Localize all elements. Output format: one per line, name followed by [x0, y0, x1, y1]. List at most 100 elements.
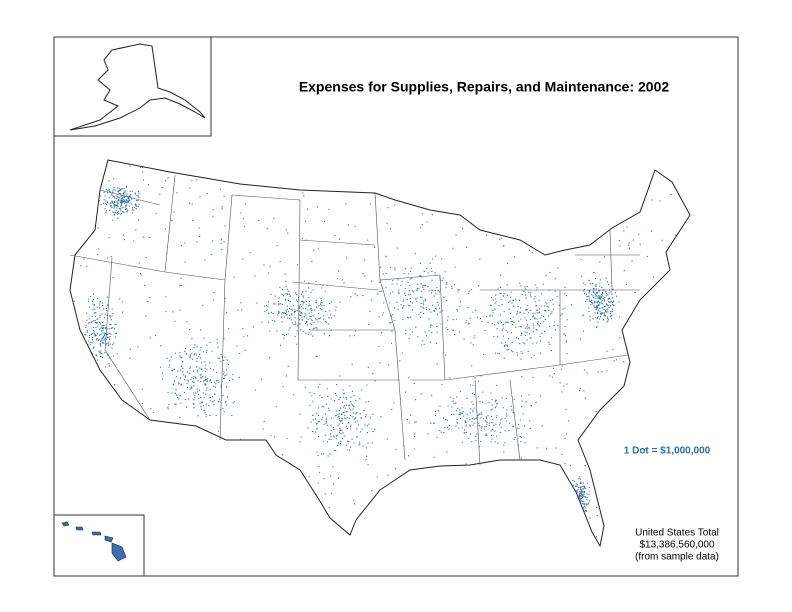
dot — [295, 310, 297, 312]
dot — [223, 359, 225, 361]
dot — [111, 308, 113, 310]
dot — [529, 327, 531, 329]
dot — [481, 413, 483, 415]
dot — [276, 245, 278, 247]
dot — [492, 418, 494, 420]
dot — [90, 321, 92, 323]
dot — [261, 321, 263, 323]
dot — [102, 305, 104, 307]
dot — [466, 418, 468, 420]
dot — [464, 420, 466, 422]
dot — [93, 346, 95, 348]
dot — [512, 426, 514, 428]
dot — [155, 212, 157, 214]
dot — [99, 304, 101, 306]
dot — [502, 335, 504, 337]
dot — [491, 408, 493, 410]
dot — [295, 292, 297, 294]
dot — [532, 331, 534, 333]
dot — [285, 293, 287, 295]
dot — [602, 303, 604, 305]
dot — [596, 292, 598, 294]
dot — [425, 299, 427, 301]
dot — [605, 290, 607, 292]
dot — [465, 422, 467, 424]
dot — [606, 321, 608, 323]
dot — [500, 274, 502, 276]
dot — [125, 199, 127, 201]
dot — [436, 331, 438, 333]
dot — [430, 292, 432, 294]
dot — [459, 391, 461, 393]
dot — [503, 345, 505, 347]
dot — [360, 417, 362, 419]
dot — [112, 190, 114, 192]
dot — [368, 423, 370, 425]
dot — [193, 392, 195, 394]
dot — [120, 188, 122, 190]
dot — [420, 283, 422, 285]
dot — [425, 307, 427, 309]
dot — [433, 422, 435, 424]
dot — [118, 213, 120, 215]
dot — [98, 328, 100, 330]
dot — [114, 336, 116, 338]
dot — [203, 409, 205, 411]
dot — [506, 295, 508, 297]
dot — [518, 427, 520, 429]
dot — [182, 361, 184, 363]
dot — [593, 271, 595, 273]
dot — [180, 369, 182, 371]
dot — [404, 288, 406, 290]
dot — [193, 346, 195, 348]
dot — [122, 200, 124, 202]
dot — [486, 421, 488, 423]
dot — [223, 241, 225, 243]
dot — [310, 318, 312, 320]
dot — [355, 399, 357, 401]
dot — [612, 288, 614, 290]
dot — [300, 436, 302, 438]
dot — [130, 197, 132, 199]
dot — [180, 277, 182, 279]
dot — [184, 378, 186, 380]
dot — [205, 378, 207, 380]
dot — [530, 291, 532, 293]
dot — [92, 293, 94, 295]
dot — [305, 290, 307, 292]
dot — [353, 412, 355, 414]
dot — [284, 273, 286, 275]
dot — [281, 312, 283, 314]
dot — [422, 286, 424, 288]
dot — [141, 403, 143, 405]
dot — [376, 476, 378, 478]
dot — [415, 421, 417, 423]
dot — [599, 298, 601, 300]
dot — [413, 383, 415, 385]
dot — [286, 311, 288, 313]
dot — [610, 305, 612, 307]
dot — [579, 491, 581, 493]
dot — [110, 206, 112, 208]
dot — [420, 311, 422, 313]
dot — [619, 245, 621, 247]
dot — [335, 450, 337, 452]
dot — [477, 414, 479, 416]
dot — [525, 327, 527, 329]
dot — [560, 314, 562, 316]
dot — [128, 197, 130, 199]
dot — [349, 335, 351, 337]
dot — [226, 359, 228, 361]
dot — [584, 505, 586, 507]
dot — [554, 321, 556, 323]
dot — [422, 340, 424, 342]
dot — [491, 428, 493, 430]
dot — [508, 338, 510, 340]
dot — [611, 300, 613, 302]
dot — [321, 287, 323, 289]
dot — [137, 206, 139, 208]
dot — [133, 206, 135, 208]
dot — [350, 446, 352, 448]
dot — [186, 321, 188, 323]
dot — [605, 277, 607, 279]
